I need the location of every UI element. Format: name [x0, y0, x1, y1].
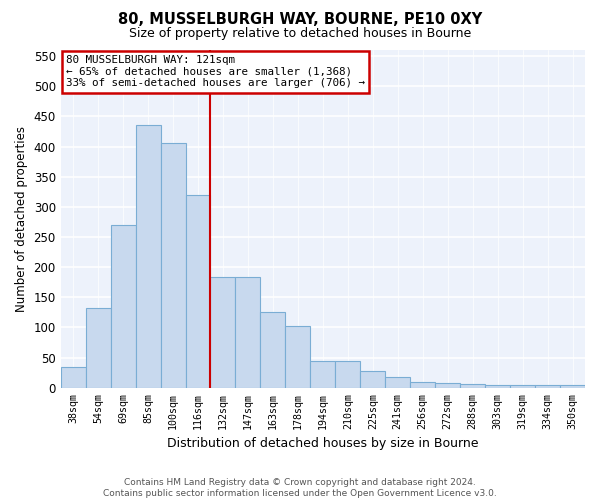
Bar	[335, 360, 360, 388]
Bar	[260, 312, 286, 388]
Bar	[535, 386, 560, 388]
Bar	[211, 278, 235, 388]
Bar	[560, 386, 585, 388]
Bar	[136, 126, 161, 388]
Bar	[460, 384, 485, 388]
X-axis label: Distribution of detached houses by size in Bourne: Distribution of detached houses by size …	[167, 437, 479, 450]
Text: 80, MUSSELBURGH WAY, BOURNE, PE10 0XY: 80, MUSSELBURGH WAY, BOURNE, PE10 0XY	[118, 12, 482, 28]
Bar	[310, 360, 335, 388]
Bar	[410, 382, 435, 388]
Bar	[286, 326, 310, 388]
Bar	[110, 225, 136, 388]
Bar	[435, 383, 460, 388]
Bar	[235, 278, 260, 388]
Bar	[185, 195, 211, 388]
Bar	[61, 366, 86, 388]
Bar	[161, 144, 185, 388]
Bar	[385, 377, 410, 388]
Text: Contains HM Land Registry data © Crown copyright and database right 2024.
Contai: Contains HM Land Registry data © Crown c…	[103, 478, 497, 498]
Bar	[86, 308, 110, 388]
Text: Size of property relative to detached houses in Bourne: Size of property relative to detached ho…	[129, 28, 471, 40]
Bar	[485, 385, 510, 388]
Bar	[510, 386, 535, 388]
Text: 80 MUSSELBURGH WAY: 121sqm
← 65% of detached houses are smaller (1,368)
33% of s: 80 MUSSELBURGH WAY: 121sqm ← 65% of deta…	[66, 55, 365, 88]
Bar	[360, 371, 385, 388]
Y-axis label: Number of detached properties: Number of detached properties	[15, 126, 28, 312]
